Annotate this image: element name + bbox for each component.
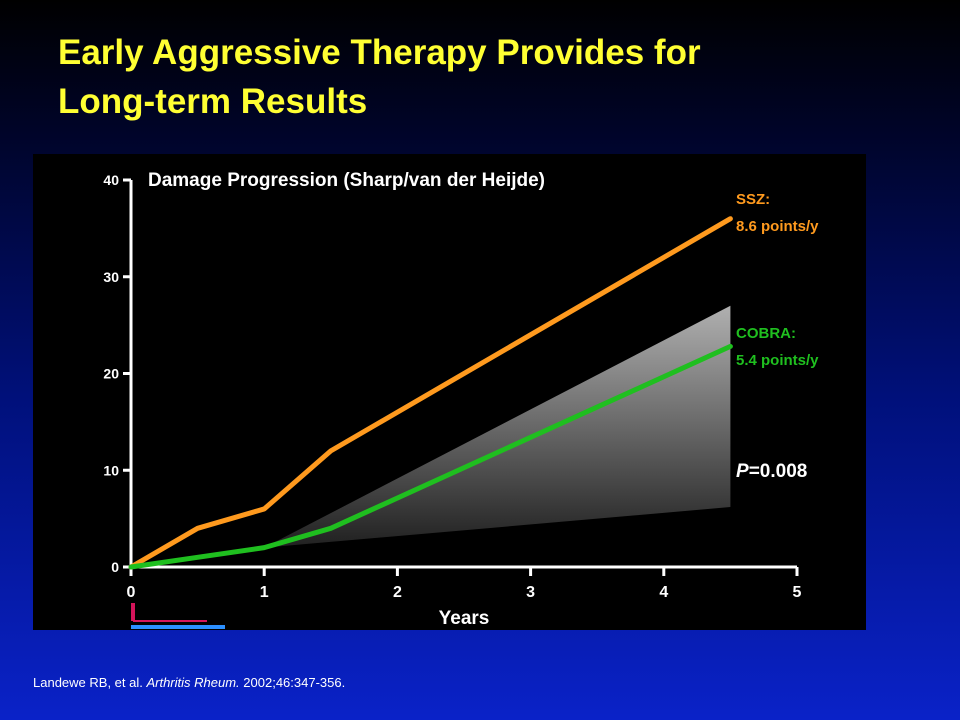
series-line-cobra bbox=[128, 343, 733, 570]
y-tick-label: 0 bbox=[111, 559, 119, 575]
damage-progression-chart: 0 10 20 30 40 0 1 2 3 4 5 Years Damage Progression … bbox=[103, 170, 819, 629]
series-line-ssz bbox=[128, 216, 733, 570]
slide-title: Early Aggressive Therapy Provides for Lo… bbox=[58, 28, 918, 126]
y-tick-label: 20 bbox=[103, 366, 119, 382]
logo-line-red bbox=[133, 620, 207, 622]
series-label-cobra-name: COBRA: bbox=[736, 325, 796, 342]
chart-panel: 0 10 20 30 40 0 1 2 3 4 5 Years Damage Progression … bbox=[33, 154, 866, 630]
x-tick-label: 1 bbox=[260, 584, 269, 601]
x-tick-label: 3 bbox=[526, 584, 535, 601]
citation: Landewe RB, et al. Arthritis Rheum. 2002… bbox=[33, 675, 345, 690]
logo-line-blue bbox=[131, 625, 225, 629]
y-tick-label: 30 bbox=[103, 269, 119, 285]
x-tick-label: 0 bbox=[127, 584, 136, 601]
slide-title-line1: Early Aggressive Therapy Provides for bbox=[58, 33, 701, 72]
x-axis-label: Years bbox=[439, 608, 490, 629]
citation-authors: Landewe RB, et al. bbox=[33, 675, 147, 690]
citation-journal: Arthritis Rheum. bbox=[146, 675, 240, 690]
decorative-logo bbox=[131, 603, 225, 629]
y-tick-label: 40 bbox=[103, 172, 119, 188]
slide-title-line2: Long-term Results bbox=[58, 82, 368, 121]
p-value-annotation: P=0.008 bbox=[736, 461, 807, 482]
x-tick-label: 2 bbox=[393, 584, 402, 601]
citation-rest: 2002;46:347-356. bbox=[239, 675, 346, 690]
logo-bar-red bbox=[131, 603, 135, 621]
x-tick-label: 4 bbox=[659, 584, 668, 601]
x-tick-label: 5 bbox=[793, 584, 802, 601]
series-label-cobra-rate: 5.4 points/y bbox=[736, 352, 819, 369]
y-tick-label: 10 bbox=[103, 462, 119, 478]
series-label-ssz-rate: 8.6 points/y bbox=[736, 218, 819, 235]
variability-band bbox=[264, 305, 731, 548]
chart-title: Damage Progression (Sharp/van der Heijde… bbox=[148, 170, 545, 191]
series-label-ssz-name: SSZ: bbox=[736, 191, 770, 208]
